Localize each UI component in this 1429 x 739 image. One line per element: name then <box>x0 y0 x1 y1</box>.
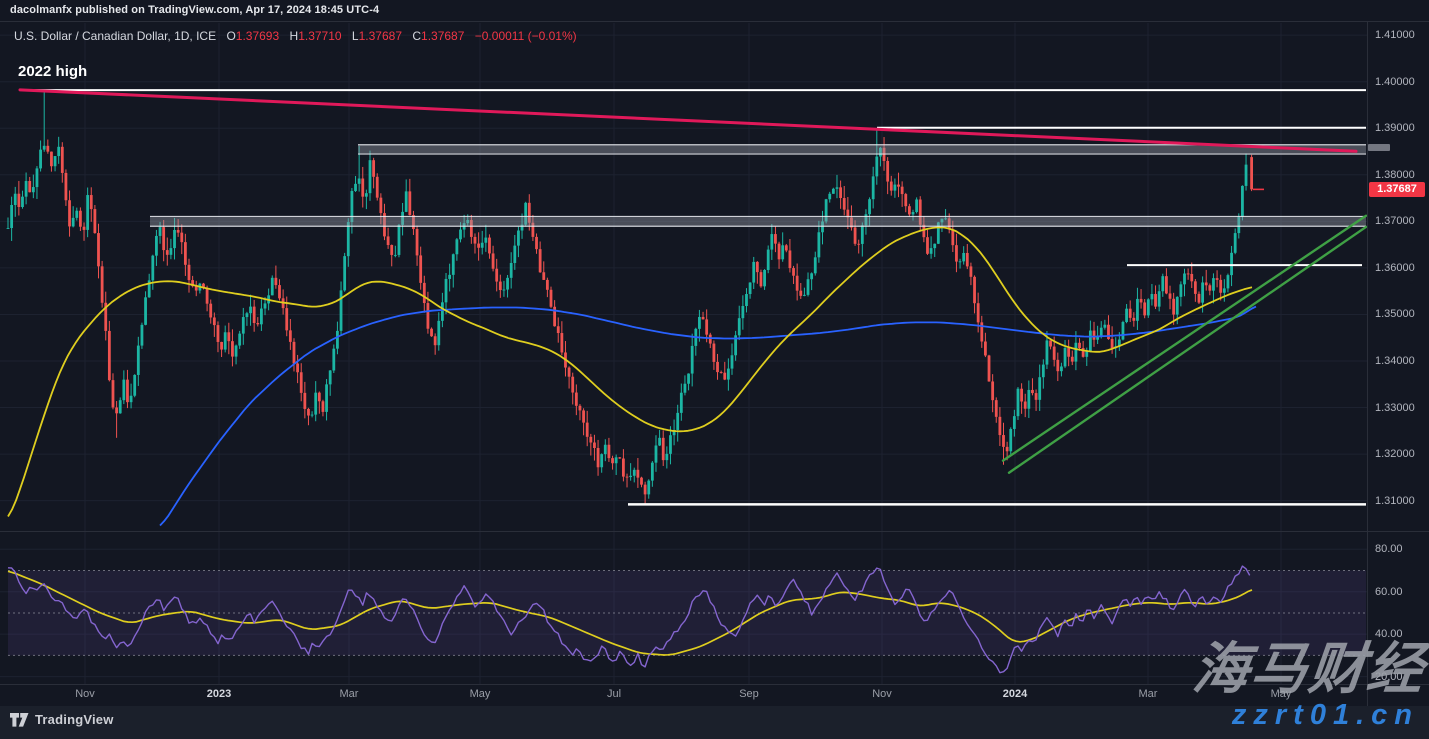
supply-zone-1-370[interactable] <box>150 216 1366 227</box>
tradingview-logo-icon <box>10 712 29 727</box>
open-label: O <box>226 29 236 43</box>
high-value: 1.37710 <box>298 29 342 43</box>
descending-trendline[interactable] <box>18 88 1358 153</box>
price-tick-1.34000: 1.34000 <box>1375 355 1415 367</box>
rsi-line[interactable] <box>7 565 1251 674</box>
price-tick-1.37000: 1.37000 <box>1375 215 1415 228</box>
price-tick-1.39000: 1.39000 <box>1375 122 1415 135</box>
close-value: 1.37687 <box>421 29 465 43</box>
tradingview-logo-text: TradingView <box>35 712 114 727</box>
price-tick-1.33000: 1.33000 <box>1375 401 1415 414</box>
time-tick-May: May <box>469 688 491 700</box>
time-tick-2023: 2023 <box>206 688 232 700</box>
close-label: C <box>412 29 422 43</box>
rsi-tick-20.00: 20.00 <box>1375 670 1403 683</box>
price-tick-1.36000: 1.36000 <box>1375 261 1415 274</box>
symbol-header[interactable]: U.S. Dollar / Canadian Dollar, 1D, ICE O… <box>14 29 577 43</box>
watermark-cjk: 海马财经 <box>1189 637 1429 700</box>
publish-bar: dacolmanfx published on TradingView.com,… <box>0 0 1429 22</box>
rsi-tick-60.00: 60.00 <box>1375 585 1403 598</box>
change-value: −0.00011 (−0.01%) <box>474 29 577 43</box>
watermark-site: zzrt01.cn <box>1231 699 1419 731</box>
time-tick-Mar: Mar <box>339 688 359 700</box>
price-tick-1.41000: 1.41000 <box>1375 29 1415 42</box>
price-tick-1.40000: 1.40000 <box>1375 75 1415 88</box>
ma-slow-line[interactable] <box>159 305 1257 527</box>
candlestick-series[interactable] <box>6 92 1264 527</box>
price-tick-1.35000: 1.35000 <box>1375 308 1415 321</box>
time-tick-Nov: Nov <box>872 688 892 700</box>
time-tick-Sep: Sep <box>739 688 759 700</box>
channel-lower[interactable] <box>1007 225 1367 474</box>
text-annotation-2022-high[interactable]: 2022 high <box>18 63 88 80</box>
rsi-range-band <box>8 570 1366 656</box>
time-tick-Nov: Nov <box>75 688 95 700</box>
symbol-title[interactable]: U.S. Dollar / Canadian Dollar, 1D, ICE <box>14 29 217 43</box>
time-axis[interactable] <box>0 684 1368 706</box>
low-label: L <box>351 29 359 43</box>
price-tick-1.38000: 1.38000 <box>1375 168 1415 181</box>
tradingview-logo[interactable]: TradingView <box>10 712 114 727</box>
supply-zones[interactable] <box>18 88 1367 506</box>
time-tick-May: May <box>1270 688 1292 700</box>
price-tick-1.32000: 1.32000 <box>1375 448 1415 461</box>
bottom-toolbar: TradingView <box>0 706 1429 739</box>
time-tick-2024: 2024 <box>1002 688 1028 700</box>
ma-fast-line[interactable] <box>7 226 1253 517</box>
gridlines <box>0 23 1367 684</box>
zone-axis-marker <box>1368 144 1390 151</box>
channel-upper[interactable] <box>1001 214 1367 462</box>
open-value: 1.37693 <box>235 29 280 43</box>
pane-separators <box>0 22 1429 706</box>
time-tick-Jul: Jul <box>606 688 622 700</box>
supply-zone-1-385[interactable] <box>358 144 1366 155</box>
high-label: H <box>289 29 299 43</box>
rsi-tick-80.00: 80.00 <box>1375 543 1403 556</box>
rsi-signal-line[interactable] <box>7 570 1253 656</box>
price-tick-1.31000: 1.31000 <box>1375 494 1415 507</box>
publish-info: dacolmanfx published on TradingView.com,… <box>10 4 380 16</box>
rsi-pane[interactable] <box>7 565 1366 674</box>
low-value: 1.37687 <box>358 29 402 43</box>
rsi-tick-40.00: 40.00 <box>1375 628 1403 641</box>
time-tick-Mar: Mar <box>1138 688 1158 700</box>
last-price-label: 1.37687 <box>1369 182 1425 197</box>
